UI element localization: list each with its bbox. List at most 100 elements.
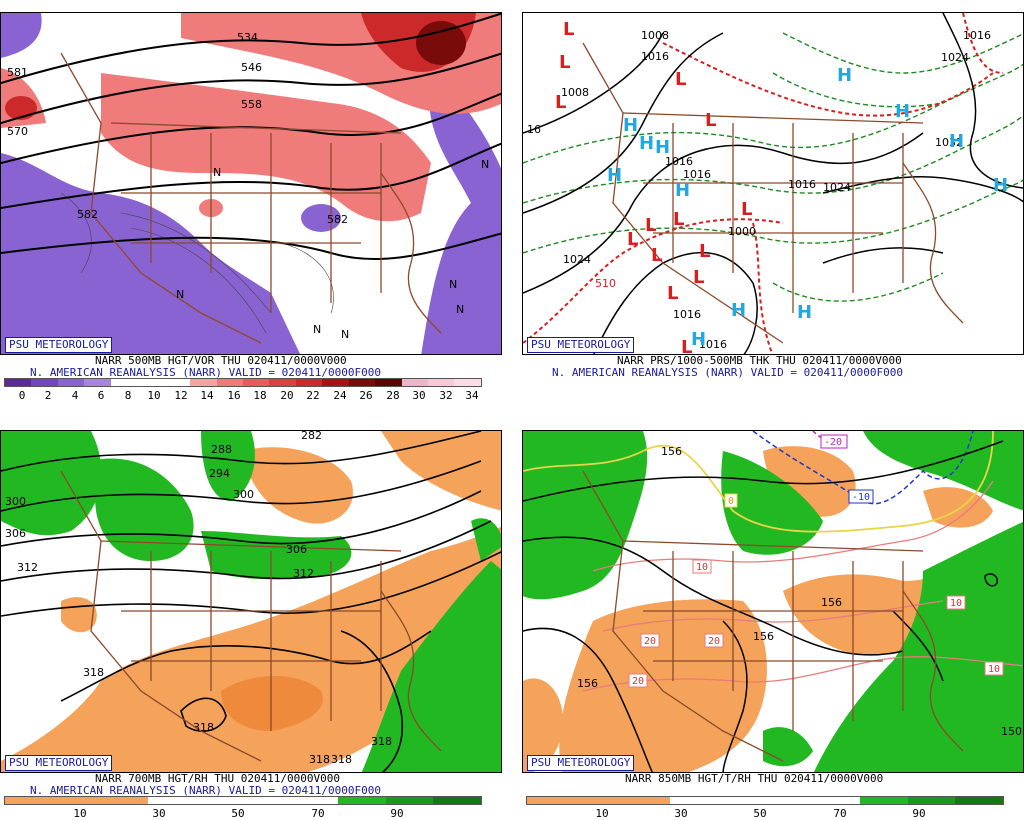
low-pressure-symbol: L <box>667 283 678 304</box>
vorticity-colorbar <box>4 378 482 387</box>
colorbar-tick: 30 <box>412 389 426 402</box>
colorbar-tick: 90 <box>912 807 926 820</box>
low-pressure-symbol: L <box>705 110 716 131</box>
colorbar-tick: 18 <box>253 389 267 402</box>
colorbar-tick: 12 <box>174 389 188 402</box>
contour-label: 156 <box>753 630 774 643</box>
panel-500mb-vorticity: 534 546 558 570 582 582 581 N N N N N N … <box>0 0 502 402</box>
vorticity-min-symbol: N <box>481 158 489 171</box>
isobar-label: 1032 <box>935 136 963 149</box>
caption-product: NARR 850MB HGT/T/RH THU 020411/0000V000 <box>625 772 884 785</box>
low-pressure-symbol: L <box>559 52 570 73</box>
colorbar-tick: 50 <box>231 807 245 820</box>
low-pressure-symbol: L <box>627 229 638 250</box>
colorbar-tick: 22 <box>306 389 320 402</box>
contour-label: 318 <box>371 735 392 748</box>
low-pressure-symbol: L <box>675 69 686 90</box>
vorticity-min-symbol: N <box>456 303 464 316</box>
temp-label: 20 <box>644 636 656 647</box>
colorbar-tick: 90 <box>390 807 404 820</box>
contour-label: 306 <box>286 543 307 556</box>
psu-meteorology-badge: PSU METEOROLOGY <box>5 755 113 771</box>
map-500mb: 534 546 558 570 582 582 581 N N N N N N … <box>0 12 502 355</box>
vorticity-min-symbol: N <box>341 328 349 341</box>
contour-label: 156 <box>577 677 598 690</box>
high-pressure-symbol: H <box>607 165 622 186</box>
high-pressure-symbol: H <box>797 302 812 323</box>
contour-label: 534 <box>237 31 258 44</box>
low-pressure-symbol: L <box>563 19 574 40</box>
colorbar-tick: 30 <box>152 807 166 820</box>
high-pressure-symbol: H <box>731 300 746 321</box>
caption-product: NARR PRS/1000-500MB THK THU 020411/0000V… <box>617 354 902 367</box>
contour-label: 282 <box>301 431 322 442</box>
colorbar-tick: 24 <box>333 389 347 402</box>
colorbar-tick: 28 <box>386 389 400 402</box>
temp-label: 10 <box>696 562 708 573</box>
caption-product: NARR 700MB HGT/RH THU 020411/0000V000 <box>95 772 341 785</box>
contour-label: 294 <box>209 467 230 480</box>
map-thickness: 1008 1008 1016 1016 1024 1016 1024 1016 … <box>522 12 1024 355</box>
vorticity-colorbar-ticks: 0 2 4 6 8 10 12 14 16 18 20 22 24 26 28 … <box>4 389 482 402</box>
rh-colorbar <box>4 796 482 805</box>
low-pressure-symbol: L <box>741 199 752 220</box>
colorbar-tick: 8 <box>124 389 132 402</box>
caption-valid: N. AMERICAN REANALYSIS (NARR) VALID = 02… <box>30 784 381 797</box>
rh-colorbar-ticks: 10 30 50 70 90 <box>526 807 1004 820</box>
high-pressure-symbol: H <box>993 175 1008 196</box>
contour-label: 581 <box>7 66 28 79</box>
isobar-label: 1016 <box>641 50 669 63</box>
isobar-label: 1016 <box>683 168 711 181</box>
isobar-label: 1008 <box>561 86 589 99</box>
low-pressure-symbol: L <box>645 215 656 236</box>
contour-label: 312 <box>17 561 38 574</box>
contour-label: 288 <box>211 443 232 456</box>
contour-label: 300 <box>5 495 26 508</box>
high-pressure-symbol: H <box>691 329 706 350</box>
low-pressure-symbol: L <box>681 337 692 355</box>
high-pressure-symbol: H <box>895 101 910 122</box>
isobar-label: 16 <box>527 123 541 136</box>
temp-label: -10 <box>852 492 870 503</box>
contour-label: 150 <box>1001 725 1022 738</box>
contour-label: 318 <box>309 753 330 766</box>
map-700mb: 282 288 294 300 300 306 306 312 312 318 … <box>0 430 502 773</box>
isobar-label: 1024 <box>941 51 969 64</box>
temp-label: 10 <box>988 664 1000 675</box>
isobar-label: 1000 <box>728 225 756 238</box>
colorbar-tick: 10 <box>595 807 609 820</box>
isobar-label: 1016 <box>788 178 816 191</box>
contour-label: 312 <box>293 567 314 580</box>
colorbar-tick: 4 <box>71 389 79 402</box>
contour-label: 306 <box>5 527 26 540</box>
caption-product: NARR 500MB HGT/VOR THU 020411/0000V000 <box>95 354 347 367</box>
panel-850mb-t-rh: 156 156 156 150 156 -20 -10 0 10 10 10 <box>522 418 1024 820</box>
colorbar-tick: 26 <box>359 389 373 402</box>
colorbar-tick: 2 <box>44 389 52 402</box>
high-pressure-symbol: H <box>949 131 964 152</box>
vorticity-field: 534 546 558 570 582 582 581 N N N N N N … <box>1 13 501 354</box>
thickness-field: 1008 1008 1016 1016 1024 1016 1024 1016 … <box>523 13 1023 355</box>
colorbar-tick: 10 <box>73 807 87 820</box>
contour-label: 318 <box>331 753 352 766</box>
contour-label: 300 <box>233 488 254 501</box>
rh-colorbar-ticks: 10 30 50 70 90 <box>4 807 482 820</box>
isobar-label: 1024 <box>823 181 851 194</box>
isobar-label: 1016 <box>665 155 693 168</box>
colorbar-tick: 10 <box>147 389 161 402</box>
map-850mb: 156 156 156 150 156 -20 -10 0 10 10 10 <box>522 430 1024 773</box>
temp-label: 0 <box>728 496 734 507</box>
temp-label: 10 <box>950 598 962 609</box>
high-pressure-symbol: H <box>837 65 852 86</box>
isobar-label: 1024 <box>563 253 591 266</box>
colorbar-tick: 0 <box>18 389 26 402</box>
temp-rh-field: 156 156 156 150 156 -20 -10 0 10 10 10 <box>523 431 1023 772</box>
colorbar-tick: 34 <box>465 389 479 402</box>
psu-meteorology-badge: PSU METEOROLOGY <box>5 337 113 353</box>
contour-label: 318 <box>83 666 104 679</box>
isobar-label: 1016 <box>673 308 701 321</box>
panel-mslp-thickness: 1008 1008 1016 1016 1024 1016 1024 1016 … <box>522 0 1024 400</box>
colorbar-tick: 6 <box>97 389 105 402</box>
colorbar-tick: 16 <box>227 389 241 402</box>
low-pressure-symbol: L <box>651 245 662 266</box>
